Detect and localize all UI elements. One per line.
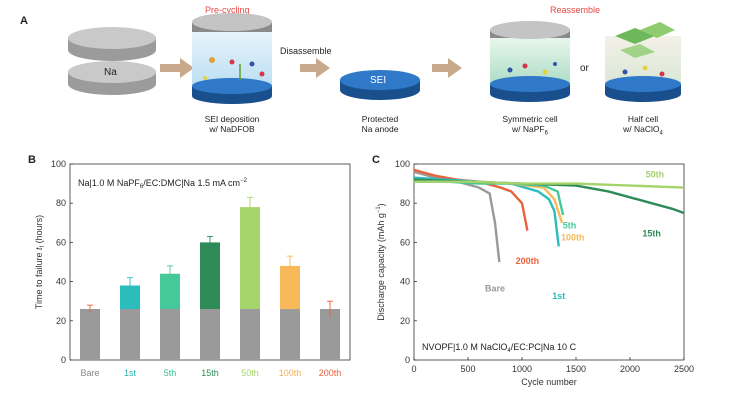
bar-base-100th (280, 309, 300, 360)
y-tick-label-c: 100 (395, 159, 410, 169)
panel-b-letter: B (28, 154, 36, 166)
y-tick-label-b: 60 (56, 237, 66, 247)
sei-disk-label: SEI (370, 75, 387, 86)
y-tick-label-c: 80 (400, 198, 410, 208)
reassemble-label: Reassemble (550, 5, 601, 15)
series-label-200th: 200th (516, 256, 540, 266)
gray-disk-top (68, 27, 156, 61)
y-axis-label-b-pre: Time to failure (34, 250, 44, 309)
x-tick-label-c: 500 (460, 364, 475, 374)
y-tick-label-b: 20 (56, 316, 66, 326)
series-label-15th: 15th (642, 229, 661, 239)
annotation-b-sub: 6 (140, 184, 144, 190)
deposition-cell (192, 13, 272, 104)
or-label: or (580, 63, 589, 74)
y-tick-label-c: 40 (400, 277, 410, 287)
x-tick-label-c: 2500 (674, 364, 694, 374)
bar-chart-time-to-failure: 0 20 40 60 80 100 Bare 1st 5th 15th 50th 100th 200th… (34, 159, 351, 378)
x-tick-label-100th: 100th (279, 368, 302, 378)
y-tick-label-b: 0 (61, 355, 66, 365)
caption-protected-line1: Protected (361, 114, 399, 124)
annotation-b: Na|1.0 M NaPF6/EC:DMC|Na 1.5 mA cm−2 (78, 178, 248, 190)
bar-base-Bare (80, 309, 100, 360)
caption-half: Half cell w/ NaClO4 (605, 114, 681, 139)
arrow-3 (432, 58, 462, 78)
x-tick-label-200th: 200th (319, 368, 342, 378)
annotation-b-pre: Na|1.0 M NaPF (78, 178, 140, 188)
series-line-Bare (413, 170, 501, 263)
y-tick-label-c: 20 (400, 316, 410, 326)
x-tick-label-1st: 1st (124, 368, 137, 378)
y-axis-label-c-pre: Discharge capacity (mAh g (376, 213, 386, 321)
symmetric-cell (490, 21, 570, 102)
half-cell (605, 22, 681, 102)
y-axis-label-c-post: ) (376, 203, 386, 206)
caption-sei-deposition-line1: SEI deposition (204, 114, 260, 124)
annotation-c: NVOPF|1.0 M NaClO4/EC:PC|Na 10 C (422, 342, 577, 354)
arrow-1 (160, 58, 194, 78)
caption-half-line2: w/ NaClO4 (605, 124, 681, 139)
y-tick-label-c: 60 (400, 237, 410, 247)
bar-base-1st (120, 309, 140, 360)
x-tick-label-5th: 5th (164, 368, 177, 378)
y-axis-label-c: Discharge capacity (mAh g−1) (376, 203, 386, 320)
caption-symmetric-line1: Symmetric cell (502, 114, 558, 124)
y-axis-label-b: Time to failure tf (hours) (34, 215, 46, 309)
series-line-1st (413, 176, 560, 247)
arrow-2 (300, 58, 330, 78)
caption-symmetric-line2: w/ NaPF6 (490, 124, 570, 139)
x-tick-label-c: 1000 (512, 364, 532, 374)
x-axis-label-c: Cycle number (521, 377, 577, 387)
bar-base-15th (200, 309, 220, 360)
x-tick-label-50th: 50th (241, 368, 259, 378)
caption-symmetric: Symmetric cell w/ NaPF6 (490, 114, 570, 139)
annotation-c-post: /EC:PC|Na 10 C (511, 342, 577, 352)
y-tick-label-b: 100 (51, 159, 66, 169)
caption-protected: Protected Na anode (345, 114, 415, 134)
series-line-50th (414, 180, 685, 189)
na-disk-label: Na (104, 67, 117, 78)
caption-sei-deposition-line2: w/ NaDFOB (209, 124, 255, 134)
y-tick-label-b: 80 (56, 198, 66, 208)
caption-half-text: w/ NaClO (623, 124, 660, 134)
caption-protected-line2: Na anode (361, 124, 399, 134)
series-label-50th: 50th (646, 170, 665, 180)
plot-frame-c (413, 163, 685, 361)
series-label-1st: 1st (552, 291, 565, 301)
bar-base-50th (240, 309, 260, 360)
x-tick-label-c: 2000 (620, 364, 640, 374)
y-tick-label-c: 0 (405, 355, 410, 365)
series-label-100th: 100th (561, 232, 585, 242)
na-disk (68, 61, 156, 95)
caption-sei-deposition: SEI deposition w/ NaDFOB (196, 114, 268, 134)
series-label-Bare: Bare (485, 283, 505, 293)
x-tick-label-15th: 15th (201, 368, 219, 378)
y-axis-label-b-italic: t (34, 247, 44, 250)
x-tick-label-c: 1500 (566, 364, 586, 374)
y-axis-label-b-post: (hours) (34, 215, 44, 246)
caption-half-line1: Half cell (627, 114, 659, 124)
caption-half-sub: 4 (659, 130, 663, 137)
annotation-c-sub: 4 (507, 348, 511, 354)
annotation-b-sup: −2 (240, 178, 248, 184)
y-axis-label-c-sup: −1 (376, 206, 382, 214)
x-tick-label-Bare: Bare (80, 368, 99, 378)
sei-disk (340, 70, 420, 100)
series-label-5th: 5th (563, 221, 577, 231)
bar-base-5th (160, 309, 180, 360)
annotation-b-post: /EC:DMC|Na 1.5 mA cm (143, 178, 240, 188)
precycling-label: Pre-cycling (205, 5, 250, 15)
y-axis-label-b-sub: f (40, 245, 46, 247)
disassemble-label: Disassemble (280, 46, 332, 56)
caption-symmetric-sub: 6 (544, 130, 548, 137)
panel-c-letter: C (372, 154, 380, 166)
schematic-diagram (68, 13, 681, 104)
panel-a-letter: A (20, 15, 28, 27)
annotation-c-pre: NVOPF|1.0 M NaClO (422, 342, 507, 352)
y-tick-label-b: 40 (56, 277, 66, 287)
bar-base-200th (320, 309, 340, 360)
caption-symmetric-text: w/ NaPF (512, 124, 545, 134)
x-tick-label-c: 0 (411, 364, 416, 374)
